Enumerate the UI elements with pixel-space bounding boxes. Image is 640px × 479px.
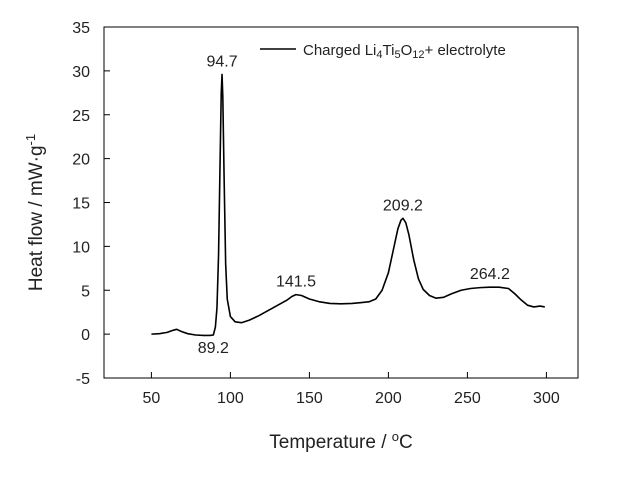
legend: Charged Li4Ti5O12+ electrolyte: [260, 42, 506, 61]
y-tick-label: 35: [72, 20, 90, 37]
y-tick-label: 20: [72, 152, 90, 169]
peak-label: 141.5: [276, 274, 316, 291]
x-tick-label: 100: [217, 390, 244, 407]
series-line: [151, 73, 545, 337]
y-tick-label: 0: [81, 327, 90, 344]
x-tick-label: 150: [296, 390, 323, 407]
peak-label: 264.2: [470, 266, 510, 283]
peak-label: 89.2: [198, 340, 229, 357]
peak-annotations: 94.7 89.2 141.5 209.2 264.2: [198, 53, 510, 357]
x-tick-label: 200: [375, 390, 402, 407]
x-tick-label: 50: [143, 390, 161, 407]
y-tick-label: -5: [76, 371, 90, 388]
peak-label: 209.2: [383, 197, 423, 214]
legend-label: Charged Li4Ti5O12+ electrolyte: [303, 42, 506, 61]
axis-tick-labels: 50 100 150 200 250 300 -5 0 5 10 15 20 25 30 35: [72, 20, 560, 407]
plot-frame: [103, 26, 579, 379]
y-tick-label: 30: [72, 64, 90, 81]
y-tick-label: 5: [81, 283, 90, 300]
y-tick-label: 15: [72, 196, 90, 213]
axis-ticks: [104, 26, 547, 379]
x-tick-label: 250: [454, 390, 481, 407]
x-axis-title: Temperature / oC: [269, 429, 412, 454]
y-tick-label: 25: [72, 108, 90, 125]
x-tick-label: 300: [533, 390, 560, 407]
y-axis-title: Heat flow / mW·g-1: [23, 134, 48, 291]
peak-label: 94.7: [206, 53, 237, 70]
y-tick-label: 10: [72, 239, 90, 256]
